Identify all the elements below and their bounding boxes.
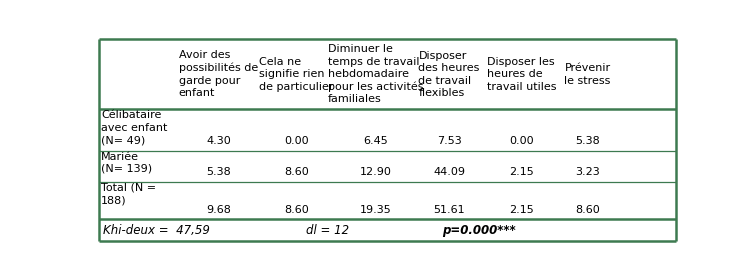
Text: Diminuer le
temps de travail
hebdomadaire
pour les activités
familiales: Diminuer le temps de travail hebdomadair… — [328, 44, 423, 104]
Text: 8.60: 8.60 — [575, 205, 600, 214]
Text: 3.23: 3.23 — [575, 167, 600, 177]
Text: Mariée
(N= 139): Mariée (N= 139) — [101, 152, 152, 174]
Text: p=0.000***: p=0.000*** — [443, 224, 516, 237]
Text: 7.53: 7.53 — [437, 136, 462, 146]
Text: Cela ne
signifie rien
de particulier: Cela ne signifie rien de particulier — [259, 57, 334, 92]
Text: 44.09: 44.09 — [433, 167, 465, 177]
Text: 2.15: 2.15 — [509, 205, 534, 214]
Text: 19.35: 19.35 — [359, 205, 392, 214]
Text: Khi-deux =  47,59: Khi-deux = 47,59 — [103, 224, 211, 237]
Text: 51.61: 51.61 — [433, 205, 465, 214]
Text: 8.60: 8.60 — [284, 167, 308, 177]
Text: Disposer
des heures
de travail
flexibles: Disposer des heures de travail flexibles — [418, 51, 480, 98]
Text: 6.45: 6.45 — [363, 136, 388, 146]
Text: Disposer les
heures de
travail utiles: Disposer les heures de travail utiles — [487, 57, 556, 92]
Text: Total (N =
188): Total (N = 188) — [101, 183, 156, 205]
Text: 12.90: 12.90 — [359, 167, 392, 177]
Text: 5.38: 5.38 — [575, 136, 600, 146]
Text: 2.15: 2.15 — [509, 167, 534, 177]
Text: 9.68: 9.68 — [206, 205, 231, 214]
Text: 0.00: 0.00 — [284, 136, 308, 146]
Text: Avoir des
possibilités de
garde pour
enfant: Avoir des possibilités de garde pour enf… — [179, 51, 258, 98]
Text: 0.00: 0.00 — [509, 136, 534, 146]
Text: dl = 12: dl = 12 — [306, 224, 350, 237]
Text: 5.38: 5.38 — [206, 167, 231, 177]
Text: 8.60: 8.60 — [284, 205, 308, 214]
Text: 4.30: 4.30 — [206, 136, 231, 146]
Text: Prévenir
le stress: Prévenir le stress — [565, 63, 611, 86]
Text: Célibataire
avec enfant
(N= 49): Célibataire avec enfant (N= 49) — [101, 110, 168, 145]
